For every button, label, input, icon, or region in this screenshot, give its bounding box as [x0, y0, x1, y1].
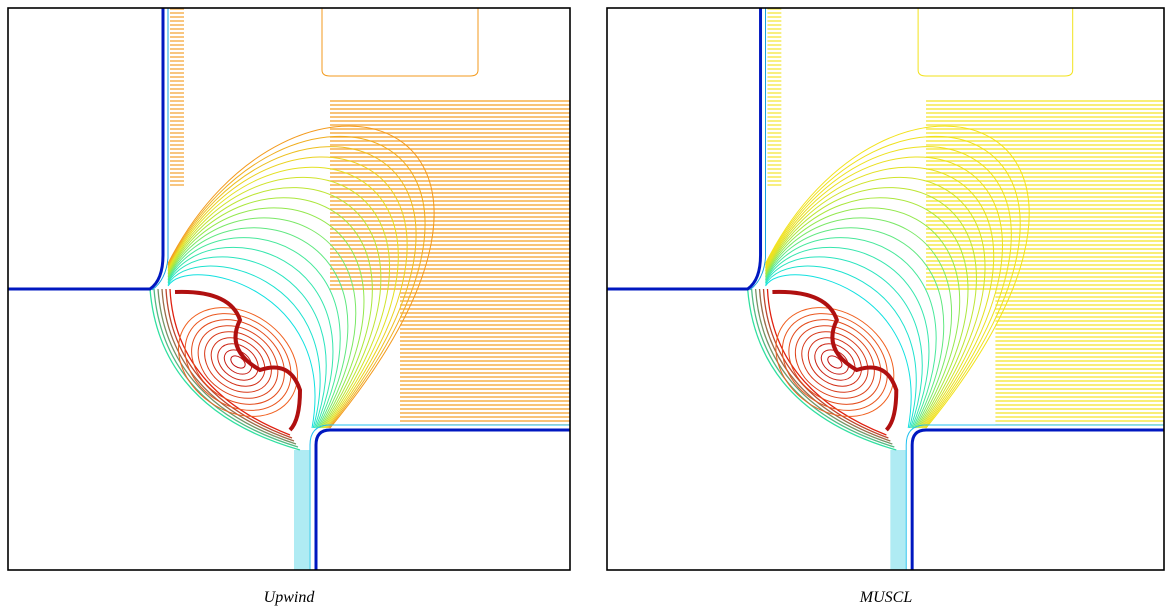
contour [309, 424, 570, 570]
contour [765, 256, 923, 429]
contour [197, 325, 279, 399]
stripe-region [995, 290, 1164, 425]
contour [765, 187, 977, 429]
panel-frame [7, 7, 571, 571]
contour [167, 237, 341, 429]
contour [314, 428, 570, 570]
contour [765, 227, 945, 429]
contour [167, 187, 382, 429]
contour [204, 331, 272, 393]
panel-frame [606, 7, 1165, 571]
contour [765, 135, 1021, 429]
contour [765, 237, 937, 429]
contour [827, 355, 843, 369]
contour [167, 146, 417, 429]
contour [149, 288, 301, 451]
contour [606, 8, 763, 291]
contour [765, 177, 986, 429]
contour [157, 288, 297, 445]
contour [321, 8, 479, 77]
contour [167, 166, 399, 429]
contour [765, 146, 1012, 429]
contour [161, 288, 295, 442]
contour [754, 288, 893, 445]
contour [814, 343, 856, 381]
contour [772, 289, 899, 432]
contour [167, 197, 373, 429]
contour [750, 288, 895, 448]
contour [758, 288, 891, 442]
contour [765, 274, 912, 429]
contour [820, 349, 849, 375]
stripe-region [170, 8, 184, 188]
contour [167, 256, 327, 429]
panel [8, 8, 570, 570]
contour [765, 125, 1030, 429]
contour [167, 246, 334, 429]
contour [765, 265, 917, 429]
caption: Upwind [264, 589, 316, 606]
contour [230, 355, 246, 369]
contour [167, 125, 435, 429]
panel [606, 8, 1164, 570]
contour [167, 156, 408, 429]
contour [167, 177, 391, 429]
contour [167, 135, 426, 429]
stripe-region [890, 450, 907, 570]
contour [167, 217, 357, 429]
stripe-region [294, 450, 310, 570]
contour [794, 325, 875, 399]
contour [765, 246, 930, 429]
contour [169, 288, 291, 436]
contour [174, 289, 303, 432]
contour [766, 288, 887, 436]
stripe-region [767, 8, 782, 188]
contour [223, 349, 253, 375]
contour [217, 343, 259, 381]
contour [8, 8, 165, 291]
contour [749, 8, 766, 291]
contour [167, 265, 321, 429]
contour [765, 207, 961, 429]
contour [191, 319, 285, 405]
contour [917, 8, 1074, 77]
contour [184, 313, 292, 411]
stripe-region [330, 100, 570, 290]
contour [210, 337, 266, 387]
contour [775, 307, 895, 417]
contour [807, 337, 862, 387]
contour [781, 313, 888, 411]
contour [765, 156, 1003, 429]
contour [905, 424, 1164, 570]
contour [801, 331, 869, 393]
caption: MUSCL [859, 589, 913, 606]
contour [765, 217, 952, 429]
stripe-region [926, 100, 1164, 290]
contour [178, 307, 298, 417]
contour [788, 319, 882, 405]
contour [167, 227, 349, 429]
contour [765, 197, 969, 429]
contour [747, 288, 897, 451]
contour [167, 274, 316, 429]
contour [151, 8, 169, 291]
contour [765, 166, 995, 429]
stripe-region [400, 290, 570, 425]
contour [167, 207, 365, 429]
contour [910, 428, 1164, 570]
contour [153, 288, 299, 448]
